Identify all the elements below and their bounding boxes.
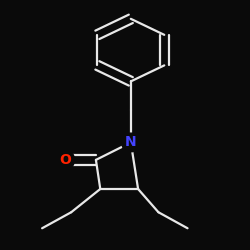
Text: N: N bbox=[125, 136, 137, 149]
Circle shape bbox=[122, 133, 140, 152]
Text: O: O bbox=[60, 153, 71, 167]
Circle shape bbox=[56, 150, 75, 169]
